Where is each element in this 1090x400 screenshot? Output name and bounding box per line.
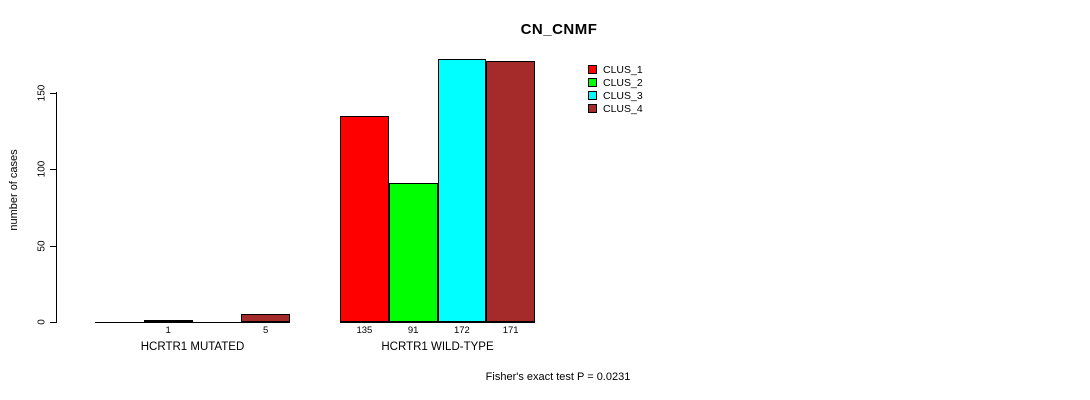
bar-clus_4-group-0 (241, 314, 290, 322)
bar-clus_2-group-0 (143, 320, 193, 322)
group-label-hcrtr1-wild-type: HCRTR1 WILD-TYPE (381, 341, 494, 353)
y-tick-label: 150 (36, 84, 48, 102)
legend-swatch-icon (588, 104, 597, 113)
y-tick-mark (50, 322, 56, 323)
bar-clus_2-group-1 (388, 183, 438, 322)
legend-item-label: CLUS_3 (603, 89, 643, 102)
bar-clus_3-group-1 (437, 59, 487, 322)
legend-swatch-icon (588, 91, 597, 100)
y-tick-label: 0 (36, 319, 48, 325)
bar-group-hcrtr1-wild-type (340, 49, 535, 323)
legend-item: CLUS_4 (588, 102, 643, 115)
chart-title: CN_CNMF (520, 21, 598, 38)
bar-value-label: 91 (407, 325, 419, 336)
y-tick-mark (50, 93, 56, 94)
y-axis-title: number of cases (8, 149, 20, 231)
bar-value-label: 171 (502, 325, 519, 336)
y-tick-mark (50, 169, 56, 170)
bar-clus_4-group-1 (486, 61, 535, 322)
y-tick-label: 50 (36, 240, 48, 252)
bar-value-label: 135 (356, 325, 373, 336)
bar-group-hcrtr1-mutated (95, 49, 290, 323)
bar-value-label: 172 (453, 325, 470, 336)
y-axis-line (56, 92, 57, 323)
bar-value-label: 5 (262, 325, 269, 336)
legend-item-label: CLUS_1 (603, 63, 643, 76)
legend-swatch-icon (588, 65, 597, 74)
legend-swatch-icon (588, 78, 597, 87)
bar-clus_1-group-1 (340, 116, 389, 322)
bar-value-label: 1 (165, 325, 171, 336)
legend-item: CLUS_3 (588, 89, 643, 102)
y-tick-label: 100 (36, 160, 48, 178)
y-tick-mark (50, 246, 56, 247)
legend-item-label: CLUS_4 (603, 102, 643, 115)
group-label-hcrtr1-mutated: HCRTR1 MUTATED (140, 341, 245, 353)
fisher-test-note: Fisher's exact test P = 0.0231 (485, 371, 631, 383)
legend-item: CLUS_1 (588, 63, 643, 76)
legend-item: CLUS_2 (588, 76, 643, 89)
legend: CLUS_1 CLUS_2 CLUS_3 CLUS_4 (588, 63, 643, 115)
legend-item-label: CLUS_2 (603, 76, 643, 89)
